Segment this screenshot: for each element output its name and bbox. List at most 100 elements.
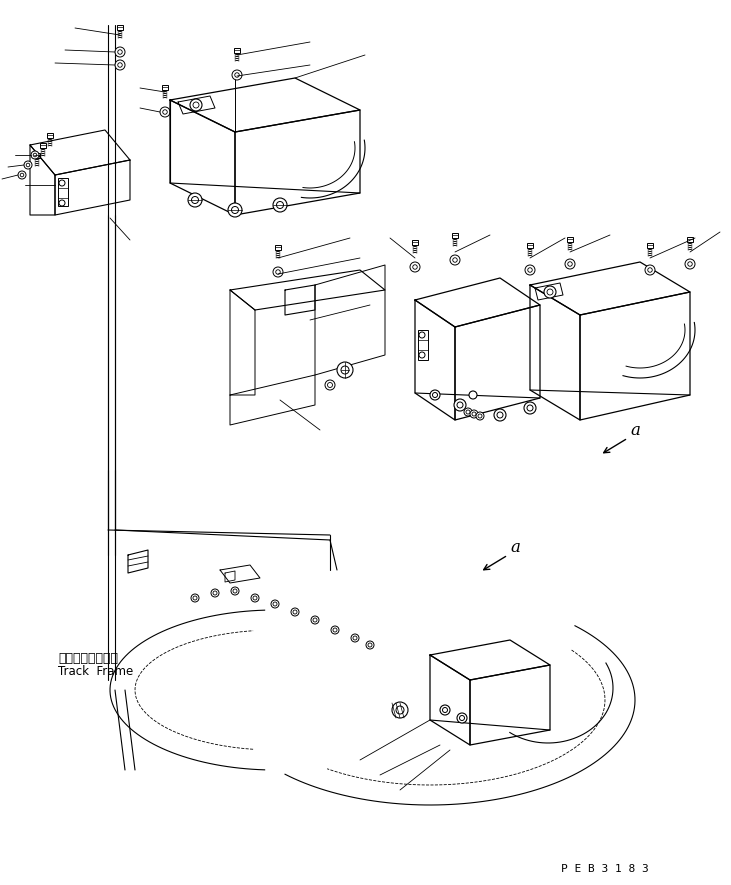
Bar bbox=[275, 245, 281, 250]
Circle shape bbox=[454, 399, 466, 411]
Circle shape bbox=[524, 402, 536, 414]
Bar bbox=[687, 237, 693, 242]
Bar bbox=[47, 133, 53, 138]
Circle shape bbox=[31, 151, 39, 159]
Circle shape bbox=[645, 265, 655, 275]
Circle shape bbox=[59, 200, 65, 206]
Circle shape bbox=[341, 366, 349, 374]
Circle shape bbox=[231, 587, 239, 595]
Circle shape bbox=[368, 643, 372, 647]
Circle shape bbox=[293, 610, 297, 614]
Circle shape bbox=[235, 73, 239, 77]
Circle shape bbox=[163, 110, 167, 114]
Circle shape bbox=[442, 707, 447, 712]
Circle shape bbox=[271, 600, 279, 608]
Circle shape bbox=[457, 713, 467, 723]
Circle shape bbox=[24, 161, 32, 169]
Bar bbox=[162, 85, 168, 90]
Circle shape bbox=[469, 391, 477, 399]
Circle shape bbox=[331, 626, 339, 634]
Circle shape bbox=[528, 268, 532, 273]
Circle shape bbox=[18, 171, 26, 179]
Circle shape bbox=[228, 203, 242, 217]
Circle shape bbox=[392, 702, 408, 718]
Circle shape bbox=[192, 196, 199, 204]
Circle shape bbox=[313, 618, 317, 622]
Circle shape bbox=[419, 332, 425, 338]
Circle shape bbox=[457, 402, 463, 408]
Bar bbox=[40, 143, 46, 148]
Circle shape bbox=[648, 268, 652, 273]
Bar bbox=[412, 240, 418, 245]
Circle shape bbox=[327, 382, 333, 388]
Circle shape bbox=[273, 198, 287, 212]
Circle shape bbox=[188, 193, 202, 207]
Circle shape bbox=[325, 380, 335, 390]
Circle shape bbox=[333, 628, 337, 632]
Circle shape bbox=[470, 410, 478, 418]
Bar bbox=[117, 25, 123, 30]
Circle shape bbox=[232, 206, 238, 213]
Circle shape bbox=[115, 47, 125, 57]
Circle shape bbox=[494, 409, 506, 421]
Circle shape bbox=[452, 258, 458, 262]
Circle shape bbox=[273, 267, 283, 277]
Text: Track  Frame: Track Frame bbox=[58, 665, 133, 678]
Circle shape bbox=[273, 602, 277, 606]
Bar bbox=[452, 233, 458, 238]
Circle shape bbox=[460, 715, 464, 720]
Circle shape bbox=[33, 153, 37, 157]
Circle shape bbox=[118, 63, 122, 67]
Circle shape bbox=[251, 594, 259, 602]
Circle shape bbox=[497, 412, 503, 418]
Circle shape bbox=[547, 289, 553, 295]
Circle shape bbox=[311, 616, 319, 624]
Bar bbox=[527, 243, 533, 248]
Circle shape bbox=[464, 408, 472, 416]
Circle shape bbox=[440, 705, 450, 715]
Circle shape bbox=[193, 596, 197, 600]
Circle shape bbox=[413, 265, 417, 269]
Circle shape bbox=[253, 596, 257, 600]
Circle shape bbox=[568, 262, 572, 266]
Circle shape bbox=[291, 608, 299, 616]
Circle shape bbox=[450, 255, 460, 265]
Circle shape bbox=[527, 405, 533, 411]
Circle shape bbox=[26, 163, 30, 166]
Bar bbox=[58, 178, 68, 206]
Circle shape bbox=[353, 636, 357, 640]
Bar bbox=[418, 330, 428, 360]
Circle shape bbox=[115, 60, 125, 70]
Text: a: a bbox=[630, 422, 640, 439]
Circle shape bbox=[525, 265, 535, 275]
Circle shape bbox=[472, 412, 476, 416]
Text: P E B 3 1 8 3: P E B 3 1 8 3 bbox=[561, 864, 649, 874]
Circle shape bbox=[396, 706, 404, 714]
Circle shape bbox=[565, 259, 575, 269]
Circle shape bbox=[366, 641, 374, 649]
Circle shape bbox=[276, 202, 284, 209]
Circle shape bbox=[191, 594, 199, 602]
Circle shape bbox=[430, 390, 440, 400]
Circle shape bbox=[160, 107, 170, 117]
Circle shape bbox=[20, 173, 24, 177]
Circle shape bbox=[433, 393, 437, 397]
Bar bbox=[234, 48, 240, 53]
Circle shape bbox=[233, 589, 237, 593]
Circle shape bbox=[351, 634, 359, 642]
Bar bbox=[34, 153, 40, 158]
Circle shape bbox=[190, 99, 202, 111]
Circle shape bbox=[193, 102, 199, 108]
Circle shape bbox=[466, 410, 470, 414]
Circle shape bbox=[118, 50, 122, 54]
Text: a: a bbox=[510, 539, 520, 556]
Circle shape bbox=[59, 180, 65, 186]
Circle shape bbox=[276, 270, 280, 274]
Bar bbox=[567, 237, 573, 242]
Circle shape bbox=[685, 259, 695, 269]
Circle shape bbox=[213, 591, 217, 595]
Circle shape bbox=[419, 352, 425, 358]
Circle shape bbox=[688, 262, 692, 266]
Circle shape bbox=[337, 362, 353, 378]
Text: トラックフレーム: トラックフレーム bbox=[58, 652, 118, 665]
